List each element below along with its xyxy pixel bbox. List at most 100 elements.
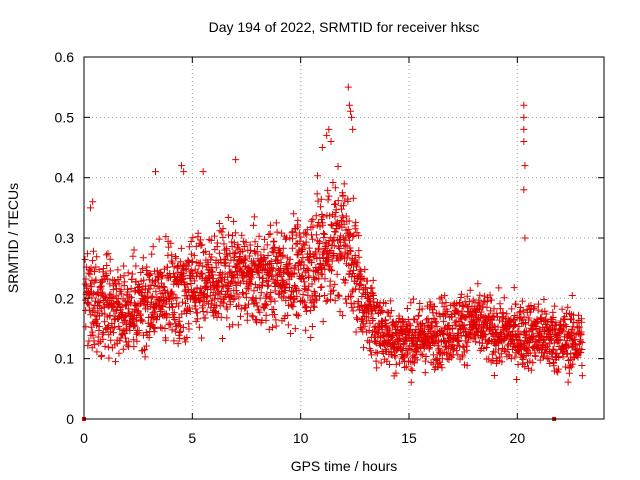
data-point	[540, 352, 548, 360]
data-point	[369, 276, 377, 284]
data-point	[549, 313, 557, 321]
data-point	[463, 346, 471, 354]
data-point	[183, 334, 191, 342]
data-point	[248, 274, 256, 282]
data-point	[564, 378, 572, 386]
data-point	[432, 355, 440, 363]
data-point	[533, 315, 541, 323]
data-point	[162, 233, 170, 241]
data-point	[526, 357, 534, 365]
data-point	[223, 245, 231, 253]
data-point	[299, 291, 307, 299]
data-point	[322, 297, 330, 305]
data-point	[550, 346, 558, 354]
data-point	[317, 203, 325, 211]
data-point	[107, 328, 115, 336]
data-point	[319, 318, 327, 326]
data-point	[431, 303, 439, 311]
data-point	[309, 215, 317, 223]
data-point	[164, 263, 172, 271]
data-point	[311, 291, 319, 299]
data-point	[543, 354, 551, 362]
data-point	[161, 325, 169, 333]
data-point	[233, 290, 241, 298]
data-point	[215, 220, 223, 228]
data-point	[202, 293, 210, 301]
data-point	[196, 296, 204, 304]
data-point	[267, 295, 275, 303]
data-point	[183, 281, 191, 289]
data-point	[334, 291, 342, 299]
data-point	[392, 369, 400, 377]
data-point	[247, 246, 255, 254]
data-point	[512, 300, 520, 308]
data-point	[86, 267, 94, 275]
data-point	[307, 334, 315, 342]
data-point	[519, 355, 527, 363]
x-axis-label: GPS time / hours	[291, 458, 398, 474]
data-point	[233, 261, 241, 269]
data-point	[103, 251, 111, 259]
data-point	[189, 234, 197, 242]
data-point	[198, 241, 206, 249]
data-point	[146, 272, 154, 280]
data-point	[102, 271, 110, 279]
data-point	[83, 250, 91, 258]
data-point	[162, 336, 170, 344]
data-point	[111, 358, 119, 366]
data-point	[309, 235, 317, 243]
data-point	[98, 351, 106, 359]
data-point	[300, 298, 308, 306]
data-point	[449, 301, 457, 309]
data-point	[121, 334, 129, 342]
data-point	[265, 281, 273, 289]
data-point	[147, 281, 155, 289]
data-point	[550, 339, 558, 347]
data-point	[340, 202, 348, 210]
data-point	[299, 246, 307, 254]
data-point	[106, 255, 114, 263]
data-point	[464, 338, 472, 346]
data-point	[526, 339, 534, 347]
data-point	[197, 241, 205, 249]
data-point	[263, 241, 271, 249]
data-point	[182, 309, 190, 317]
data-point	[130, 343, 138, 351]
data-point	[578, 345, 586, 353]
data-point	[340, 180, 348, 188]
data-point	[432, 319, 440, 327]
data-point	[455, 336, 463, 344]
data-point	[493, 329, 501, 337]
data-point	[110, 323, 118, 331]
data-point	[534, 306, 542, 314]
data-point	[164, 251, 172, 259]
data-point	[510, 284, 518, 292]
data-point	[328, 287, 336, 295]
data-point	[120, 262, 128, 270]
data-point	[228, 277, 236, 285]
data-point	[136, 310, 144, 318]
data-point	[539, 353, 547, 361]
data-point	[103, 261, 111, 269]
data-point	[267, 257, 275, 265]
data-point	[542, 310, 550, 318]
data-point	[232, 287, 240, 295]
data-point	[188, 267, 196, 275]
data-point	[89, 198, 97, 206]
data-point	[546, 333, 554, 341]
data-point	[235, 245, 243, 253]
data-point	[137, 299, 145, 307]
data-point	[401, 363, 409, 371]
data-point	[272, 322, 280, 330]
data-point	[559, 327, 567, 335]
data-point	[84, 299, 92, 307]
y-tick-label: 0.6	[55, 49, 75, 65]
data-point	[569, 360, 577, 368]
data-point	[130, 336, 138, 344]
data-point	[515, 309, 523, 317]
data-point	[182, 265, 190, 273]
data-point	[225, 282, 233, 290]
data-point	[231, 295, 239, 303]
data-point	[361, 322, 369, 330]
data-point	[269, 238, 277, 246]
